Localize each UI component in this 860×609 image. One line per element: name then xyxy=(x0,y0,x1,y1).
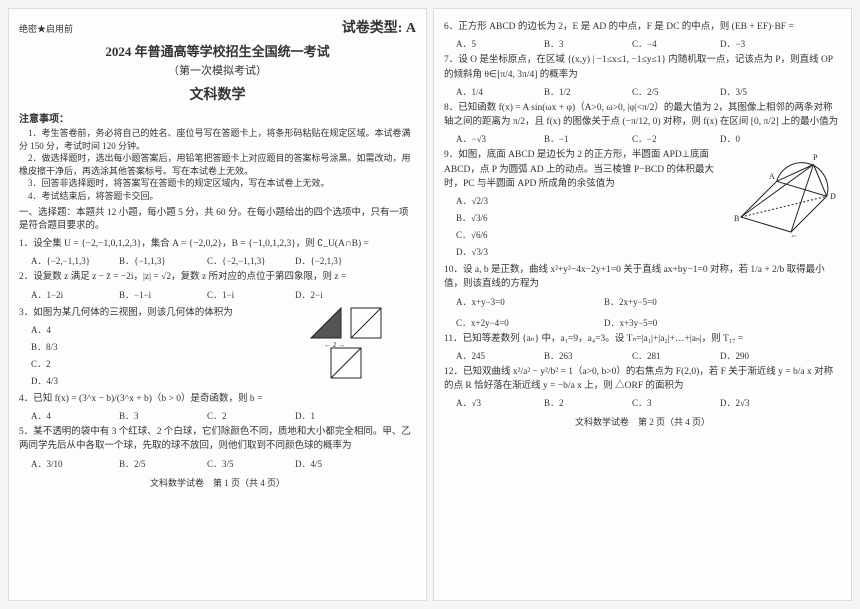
svg-text:P: P xyxy=(813,153,818,162)
q12-opt-d: D．2√3 xyxy=(720,396,800,409)
q8-opt-c: C．−2 xyxy=(632,132,712,145)
q12-opt-a: A．√3 xyxy=(456,396,536,409)
question-4: 4．已知 f(x) = (3^x − b)/(3^x + b)（b > 0）是奇… xyxy=(19,392,416,406)
q7-opt-b: B．1/2 xyxy=(544,85,624,98)
q2-opt-a: A．1−2i xyxy=(31,288,111,301)
q7-options: A．1/4 B．1/2 C．2/5 D．3/5 xyxy=(456,85,841,98)
q10-opt-a: A．x+y−3=0 xyxy=(456,295,596,308)
q8-options: A．−√3 B．−1 C．−2 D．0 xyxy=(456,132,841,145)
geometry-figure: P A D B C xyxy=(731,147,841,237)
q6-options: A．5 B．3 C．−4 D．−3 xyxy=(456,37,841,50)
paper-type: 试卷类型: A xyxy=(342,17,416,37)
question-11: 11．已知等差数列 {aₙ} 中，a₁=9，a₄=3。设 Tₙ=|a₁|+|a₂… xyxy=(444,332,841,346)
q4-opt-b: B．3 xyxy=(119,409,199,422)
question-10: 10．设 a, b 是正数，曲线 x²+y²−4x−2y+1=0 关于直线 ax… xyxy=(444,263,841,292)
q1-opt-d: D．{−2,1,3} xyxy=(295,254,375,267)
svg-text:B: B xyxy=(734,214,739,223)
q9-opt-b: B．√3/6 xyxy=(456,211,727,224)
q8-opt-b: B．−1 xyxy=(544,132,624,145)
q1-opt-c: C．{−2,−1,1,3} xyxy=(207,254,287,267)
svg-text:← 2 →: ← 2 → xyxy=(324,341,345,349)
q2-opt-c: C．1−i xyxy=(207,288,287,301)
svg-text:D: D xyxy=(830,192,836,201)
q10-opt-d: D．x+3y−5=0 xyxy=(604,316,744,329)
q1-opt-a: A．{−2,−1,1,3} xyxy=(31,254,111,267)
exam-title: 2024 年普通高等学校招生全国统一考试 xyxy=(19,41,416,60)
q5-opt-b: B．2/5 xyxy=(119,457,199,470)
q7-opt-c: C．2/5 xyxy=(632,85,712,98)
q11-opt-a: A．245 xyxy=(456,349,536,362)
page-1: 绝密★启用前 试卷类型: A 2024 年普通高等学校招生全国统一考试 （第一次… xyxy=(8,8,427,601)
question-1: 1．设全集 U = {−2,−1,0,1,2,3}，集合 A = {−2,0,2… xyxy=(19,237,416,251)
q5-options: A．3/10 B．2/5 C．3/5 D．4/5 xyxy=(31,457,416,470)
q7-opt-a: A．1/4 xyxy=(456,85,536,98)
q4-options: A．4 B．3 C．2 D．1 xyxy=(31,409,416,422)
secret-label: 绝密★启用前 xyxy=(19,22,73,35)
q5-opt-c: C．3/5 xyxy=(207,457,287,470)
q1-opt-b: B．{−1,1,3} xyxy=(119,254,199,267)
footer-page-2: 文科数学试卷 第 2 页（共 4 页） xyxy=(444,415,841,428)
q9-opt-a: A．√2/3 xyxy=(456,194,727,207)
svg-text:C: C xyxy=(791,234,796,237)
q6-opt-d: D．−3 xyxy=(720,37,800,50)
q11-options: A．245 B．263 C．281 D．290 xyxy=(456,349,841,362)
q6-opt-c: C．−4 xyxy=(632,37,712,50)
q3-options: A．4 B．8/3 C．2 D．4/3 xyxy=(31,323,300,387)
q12-opt-b: B．2 xyxy=(544,396,624,409)
q9-options: A．√2/3 B．√3/6 C．√6/6 D．√3/3 xyxy=(456,194,727,258)
q5-opt-d: D．4/5 xyxy=(295,457,375,470)
q5-opt-a: A．3/10 xyxy=(31,457,111,470)
q10-options: A．x+y−3=0 B．2x+y−5=0 C．x+2y−4=0 D．x+3y−5… xyxy=(456,295,841,329)
three-view-figure: ← 2 → xyxy=(306,303,416,383)
q1-options: A．{−2,−1,1,3} B．{−1,1,3} C．{−2,−1,1,3} D… xyxy=(31,254,416,267)
q3-row: 3．如图为某几何体的三视图，则该几何体的体积为 A．4 B．8/3 C．2 D．… xyxy=(19,303,416,389)
question-3: 3．如图为某几何体的三视图，则该几何体的体积为 xyxy=(19,306,300,320)
q2-opt-d: D．2−i xyxy=(295,288,375,301)
question-6: 6．正方形 ABCD 的边长为 2，E 是 AD 的中点，F 是 DC 的中点，… xyxy=(444,20,841,34)
q11-opt-c: C．281 xyxy=(632,349,712,362)
q7-opt-d: D．3/5 xyxy=(720,85,800,98)
notice-3: 3．回答非选择题时，将答案写在答题卡的规定区域内，写在本试卷上无效。 xyxy=(19,177,416,190)
q8-opt-a: A．−√3 xyxy=(456,132,536,145)
question-2: 2．设复数 z 满足 z − z̄ = −2i，|z| = √2，复数 z 所对… xyxy=(19,270,416,284)
section-1-heading: 一、选择题：本题共 12 小题，每小题 5 分，共 60 分。在每小题给出的四个… xyxy=(19,207,416,234)
q9-opt-d: D．√3/3 xyxy=(456,245,727,258)
notice-heading: 注意事项： xyxy=(19,110,416,125)
question-8: 8．已知函数 f(x) = A sin(ωx + φ)（A>0, ω>0, |φ… xyxy=(444,101,841,130)
question-12: 12．已知双曲线 x²/a² − y²/b² = 1（a>0, b>0）的右焦点… xyxy=(444,365,841,394)
q4-opt-d: D．1 xyxy=(295,409,375,422)
q12-options: A．√3 B．2 C．3 D．2√3 xyxy=(456,396,841,409)
notice-1: 1．考生答卷前，务必将自己的姓名、座位号写在答题卡上，将条形码粘贴在规定区域。本… xyxy=(19,127,416,152)
svg-text:A: A xyxy=(769,172,775,181)
notice-4: 4．考试结束后，将答题卡交回。 xyxy=(19,190,416,203)
q3-opt-b: B．8/3 xyxy=(31,340,300,353)
q12-opt-c: C．3 xyxy=(632,396,712,409)
q2-opt-b: B．−1−i xyxy=(119,288,199,301)
page-2: 6．正方形 ABCD 的边长为 2，E 是 AD 的中点，F 是 DC 的中点，… xyxy=(433,8,852,601)
footer-page-1: 文科数学试卷 第 1 页（共 4 页） xyxy=(19,476,416,489)
q6-opt-a: A．5 xyxy=(456,37,536,50)
notice-2: 2．做选择题时，选出每小题答案后，用铅笔把答题卡上对应题目的答案标号涂黑。如需改… xyxy=(19,152,416,177)
q4-opt-c: C．2 xyxy=(207,409,287,422)
subject-title: 文科数学 xyxy=(19,84,416,104)
q10-opt-b: B．2x+y−5=0 xyxy=(604,295,744,308)
q11-opt-d: D．290 xyxy=(720,349,800,362)
q10-opt-c: C．x+2y−4=0 xyxy=(456,316,596,329)
q8-opt-d: D．0 xyxy=(720,132,800,145)
q2-options: A．1−2i B．−1−i C．1−i D．2−i xyxy=(31,288,416,301)
q9-opt-c: C．√6/6 xyxy=(456,228,727,241)
q3-opt-a: A．4 xyxy=(31,323,300,336)
q4-opt-a: A．4 xyxy=(31,409,111,422)
exam-subtitle: （第一次模拟考试） xyxy=(19,62,416,78)
question-7: 7．设 O 是坐标原点，在区域 {(x,y) | −1≤x≤1, −1≤y≤1}… xyxy=(444,53,841,82)
q6-opt-b: B．3 xyxy=(544,37,624,50)
q11-opt-b: B．263 xyxy=(544,349,624,362)
q3-opt-d: D．4/3 xyxy=(31,374,300,387)
q3-opt-c: C．2 xyxy=(31,357,300,370)
question-5: 5．某不透明的袋中有 3 个红球、2 个白球，它们除颜色不同，质地和大小都完全相… xyxy=(19,425,416,454)
header-row: 绝密★启用前 试卷类型: A xyxy=(19,17,416,37)
